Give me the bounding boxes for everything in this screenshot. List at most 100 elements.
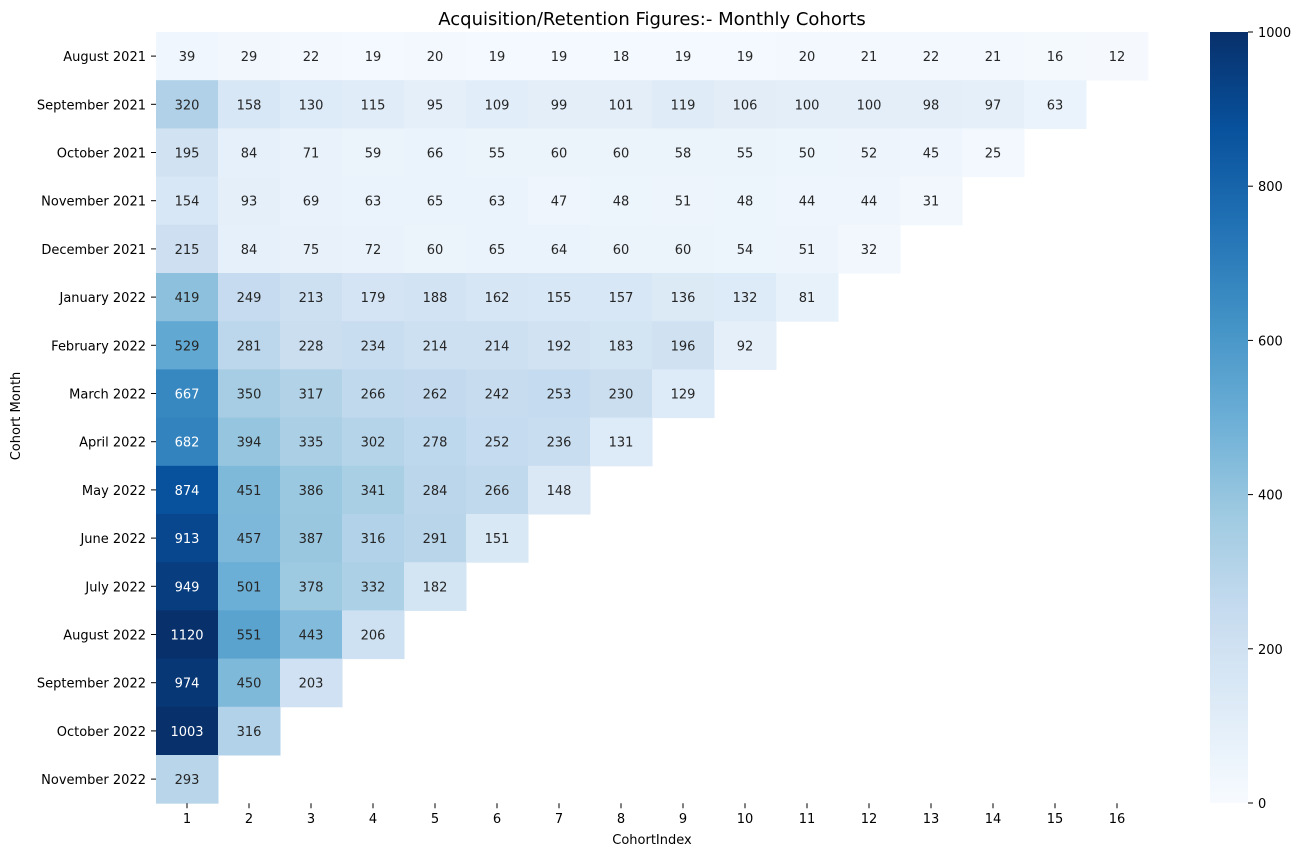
- heatmap-cell: [342, 562, 405, 611]
- y-tick-label: November 2022: [41, 773, 146, 788]
- cell-value-label: 291: [423, 532, 448, 547]
- heatmap-cell: [156, 755, 219, 804]
- cell-value-label: 451: [237, 484, 262, 499]
- heatmap-cell: [776, 80, 839, 129]
- y-tick-label: April 2022: [79, 436, 146, 451]
- cell-value-label: 20: [427, 50, 444, 65]
- cell-value-label: 192: [547, 339, 572, 354]
- cell-value-label: 386: [299, 484, 324, 499]
- cell-value-label: 151: [485, 532, 510, 547]
- heatmap-cell: [466, 273, 529, 322]
- cell-value-label: 667: [175, 388, 200, 403]
- heatmap-cell: [776, 32, 839, 81]
- heatmap-cell: [342, 128, 405, 178]
- cell-value-label: 12: [1109, 50, 1126, 65]
- cell-value-label: 21: [861, 50, 878, 65]
- cell-value-label: 48: [613, 195, 630, 210]
- cell-value-label: 236: [547, 436, 572, 451]
- cell-value-label: 148: [547, 484, 572, 499]
- cell-value-label: 60: [427, 243, 444, 258]
- heatmap-cell: [404, 273, 467, 322]
- cell-value-label: 22: [923, 50, 940, 65]
- heatmap-cell: [466, 176, 529, 226]
- cell-value-label: 1120: [170, 629, 203, 644]
- y-tick-label: December 2021: [41, 243, 146, 258]
- cell-value-label: 32: [861, 243, 878, 258]
- heatmap-cell: [528, 176, 591, 226]
- heatmap-cell: [218, 32, 281, 81]
- heatmap-cell: [466, 80, 529, 129]
- heatmap-cell: [652, 273, 715, 322]
- cell-value-label: 101: [609, 98, 634, 113]
- heatmap-cell: [714, 128, 777, 178]
- cell-value-label: 266: [361, 388, 386, 403]
- heatmap-cell: [404, 32, 467, 81]
- x-tick-label: 1: [183, 812, 191, 827]
- cell-value-label: 50: [799, 147, 816, 162]
- heatmap-cell: [652, 369, 715, 419]
- colorbar-ticks: 0 200 400 600 800 1000: [1248, 26, 1291, 812]
- x-tick-label: 15: [1047, 812, 1064, 827]
- heatmap-cell: [218, 224, 281, 274]
- heatmap-cell: [962, 128, 1025, 178]
- cell-value-label: 394: [237, 436, 262, 451]
- heatmap-cell: [838, 32, 901, 81]
- cell-value-label: 100: [795, 98, 820, 113]
- y-tick-label: June 2022: [79, 532, 146, 547]
- cell-value-label: 913: [175, 532, 200, 547]
- heatmap-cell: [404, 465, 467, 515]
- cell-value-label: 45: [923, 147, 940, 162]
- heatmap-cell: [218, 562, 281, 611]
- x-tick-label: 6: [493, 812, 501, 827]
- x-tick-label: 13: [923, 812, 940, 827]
- heatmap-cell: [280, 224, 343, 274]
- heatmap-cell: [590, 417, 653, 467]
- heatmap-cell: [466, 224, 529, 274]
- colorbar-tick-label: 0: [1258, 797, 1266, 812]
- cell-value-label: 54: [737, 243, 754, 258]
- cell-value-label: 106: [733, 98, 758, 113]
- heatmap-cell: [590, 321, 653, 370]
- cell-value-label: 51: [675, 195, 692, 210]
- cell-value-label: 31: [923, 195, 940, 210]
- cell-value-label: 158: [237, 98, 262, 113]
- cell-value-label: 95: [427, 98, 444, 113]
- heatmap-cell: [280, 658, 343, 708]
- cell-value-label: 65: [427, 195, 444, 210]
- y-tick-label: January 2022: [59, 291, 147, 306]
- cell-value-label: 157: [609, 291, 634, 306]
- cell-value-label: 75: [303, 243, 320, 258]
- cell-value-label: 19: [365, 50, 382, 65]
- x-tick-label: 9: [679, 812, 687, 827]
- heatmap-cell: [156, 610, 219, 660]
- cell-value-label: 195: [175, 147, 200, 162]
- cell-value-label: 317: [299, 388, 324, 403]
- cell-value-label: 234: [361, 339, 386, 354]
- heatmap-cell: [342, 321, 405, 370]
- heatmap-cell: [342, 465, 405, 515]
- cell-value-label: 284: [423, 484, 448, 499]
- heatmap-cell: [714, 176, 777, 226]
- heatmap-cell: [528, 273, 591, 322]
- heatmap-cell: [156, 465, 219, 515]
- heatmap-cell: [590, 176, 653, 226]
- cell-value-label: 72: [365, 243, 382, 258]
- cell-value-label: 48: [737, 195, 754, 210]
- heatmap-cell: [528, 128, 591, 178]
- heatmap-cell: [156, 514, 219, 563]
- colorbar-tick-label: 800: [1258, 180, 1283, 195]
- cell-value-label: 18: [613, 50, 630, 65]
- y-tick-label: September 2022: [37, 677, 146, 692]
- heatmap-cell: [466, 128, 529, 178]
- y-tick-label: August 2021: [63, 50, 146, 65]
- heatmap-cell: [590, 273, 653, 322]
- cell-value-label: 109: [485, 98, 510, 113]
- heatmap-cell: [404, 514, 467, 563]
- cell-value-label: 302: [361, 436, 386, 451]
- heatmap-cell: [156, 128, 219, 178]
- cell-value-label: 52: [861, 147, 878, 162]
- cell-value-label: 59: [365, 147, 382, 162]
- heatmap-cell: [342, 514, 405, 563]
- heatmap-cell: [590, 80, 653, 129]
- cell-value-label: 457: [237, 532, 262, 547]
